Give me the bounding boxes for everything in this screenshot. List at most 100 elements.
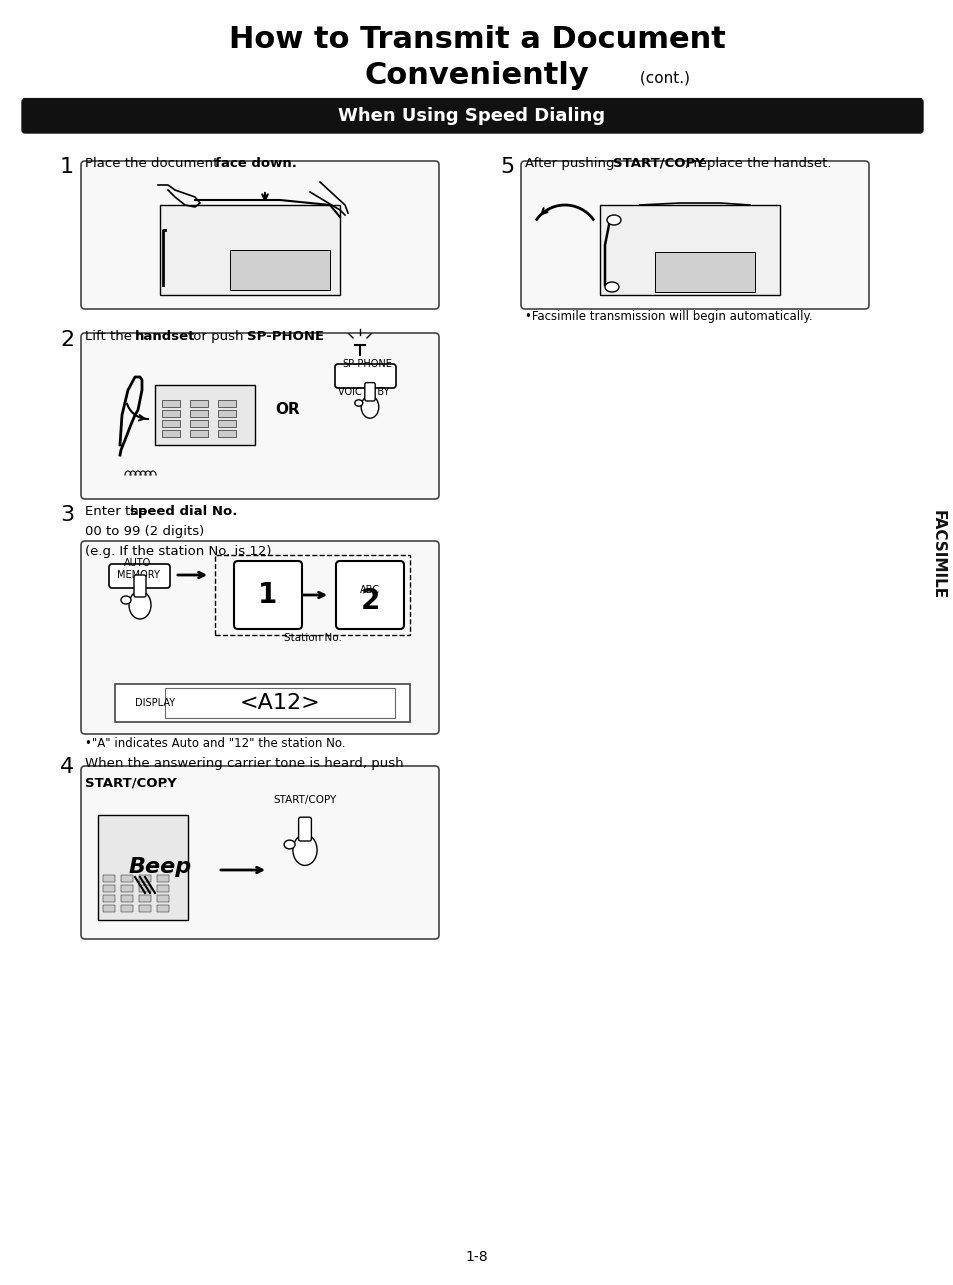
Text: START/COPY: START/COPY [613, 157, 704, 170]
Text: Lift the: Lift the [85, 330, 136, 343]
Bar [121, 885, 132, 892]
Text: Enter the: Enter the [85, 505, 152, 518]
Text: speed dial No.: speed dial No. [130, 505, 237, 518]
FancyBboxPatch shape [81, 161, 438, 308]
Text: After pushing: After pushing [524, 157, 618, 170]
FancyBboxPatch shape [335, 364, 395, 388]
Text: Beep: Beep [129, 857, 192, 876]
Bar [214, 555, 410, 635]
Text: When the answering carrier tone is heard, push: When the answering carrier tone is heard… [85, 757, 403, 770]
Bar [218, 410, 235, 418]
Text: Conveniently: Conveniently [364, 60, 589, 90]
Text: VOIC     BY: VOIC BY [337, 387, 389, 397]
Text: 4: 4 [60, 757, 74, 777]
Text: START/COPY: START/COPY [85, 777, 176, 790]
Text: 1-8: 1-8 [465, 1250, 488, 1264]
Bar [165, 687, 395, 718]
Text: Place the document: Place the document [85, 157, 222, 170]
Text: 3: 3 [60, 505, 74, 526]
Bar [103, 894, 115, 902]
FancyBboxPatch shape [81, 766, 438, 939]
Bar [190, 430, 208, 437]
Bar [154, 386, 254, 445]
Ellipse shape [604, 281, 618, 292]
Bar [162, 420, 180, 427]
FancyBboxPatch shape [81, 541, 438, 734]
Text: <A12>: <A12> [239, 693, 320, 713]
Bar [160, 206, 339, 296]
Text: SP-PHONE: SP-PHONE [342, 359, 392, 369]
Text: START/COPY: START/COPY [274, 795, 336, 804]
Bar [157, 905, 169, 912]
Ellipse shape [293, 834, 316, 865]
Bar [121, 894, 132, 902]
Bar [103, 875, 115, 882]
Text: When Using Speed Dialing: When Using Speed Dialing [338, 107, 605, 125]
Text: •"A" indicates Auto and "12" the station No.: •"A" indicates Auto and "12" the station… [85, 738, 345, 750]
Bar [655, 252, 754, 292]
FancyBboxPatch shape [22, 99, 923, 134]
Text: .: . [314, 330, 319, 343]
Text: 00 to 99 (2 digits): 00 to 99 (2 digits) [85, 526, 204, 538]
Text: (e.g. If the station No. is 12): (e.g. If the station No. is 12) [85, 545, 272, 558]
FancyBboxPatch shape [520, 161, 868, 308]
Bar [218, 420, 235, 427]
Text: AUTO
MEMORY: AUTO MEMORY [116, 558, 159, 580]
Bar [162, 410, 180, 418]
Text: •Facsimile transmission will begin automatically.: •Facsimile transmission will begin autom… [524, 310, 812, 323]
FancyBboxPatch shape [133, 574, 146, 598]
Bar [162, 400, 180, 407]
Bar [121, 875, 132, 882]
Text: 5: 5 [499, 157, 514, 177]
FancyBboxPatch shape [335, 562, 403, 628]
Bar [139, 905, 151, 912]
Ellipse shape [606, 215, 620, 225]
Ellipse shape [361, 396, 378, 418]
Ellipse shape [121, 596, 131, 604]
FancyBboxPatch shape [364, 383, 375, 401]
Bar [599, 206, 780, 296]
Bar [103, 905, 115, 912]
Text: or push: or push [189, 330, 248, 343]
FancyBboxPatch shape [109, 564, 170, 589]
Text: (cont.): (cont.) [635, 71, 689, 86]
Text: 2: 2 [60, 330, 74, 350]
Bar [157, 875, 169, 882]
Text: Station No.: Station No. [284, 634, 341, 642]
Text: .: . [163, 777, 167, 790]
Bar [98, 815, 188, 920]
Bar [103, 885, 115, 892]
Bar [230, 251, 330, 290]
Text: FACSIMILE: FACSIMILE [929, 510, 944, 600]
Text: face down.: face down. [214, 157, 296, 170]
Ellipse shape [284, 840, 294, 849]
Bar [115, 684, 410, 722]
Text: , replace the handset.: , replace the handset. [684, 157, 831, 170]
Bar [218, 400, 235, 407]
Bar [218, 430, 235, 437]
Text: How to Transmit a Document: How to Transmit a Document [229, 26, 724, 54]
Bar [139, 875, 151, 882]
Bar [162, 430, 180, 437]
Bar [139, 885, 151, 892]
Text: 1: 1 [60, 157, 74, 177]
Bar [121, 905, 132, 912]
Bar [190, 410, 208, 418]
Text: DISPLAY: DISPLAY [135, 698, 175, 708]
Text: 1: 1 [258, 581, 277, 609]
Ellipse shape [129, 591, 151, 619]
Text: SP-PHONE: SP-PHONE [247, 330, 324, 343]
Text: handset: handset [135, 330, 195, 343]
FancyBboxPatch shape [298, 817, 311, 840]
Bar [157, 894, 169, 902]
Bar [139, 894, 151, 902]
Text: ABC: ABC [359, 585, 379, 595]
Bar [157, 885, 169, 892]
Text: OR: OR [275, 401, 300, 416]
Bar [190, 420, 208, 427]
Text: 2: 2 [360, 587, 379, 616]
Bar [190, 400, 208, 407]
FancyBboxPatch shape [81, 333, 438, 499]
Ellipse shape [355, 400, 362, 406]
FancyBboxPatch shape [233, 562, 302, 628]
